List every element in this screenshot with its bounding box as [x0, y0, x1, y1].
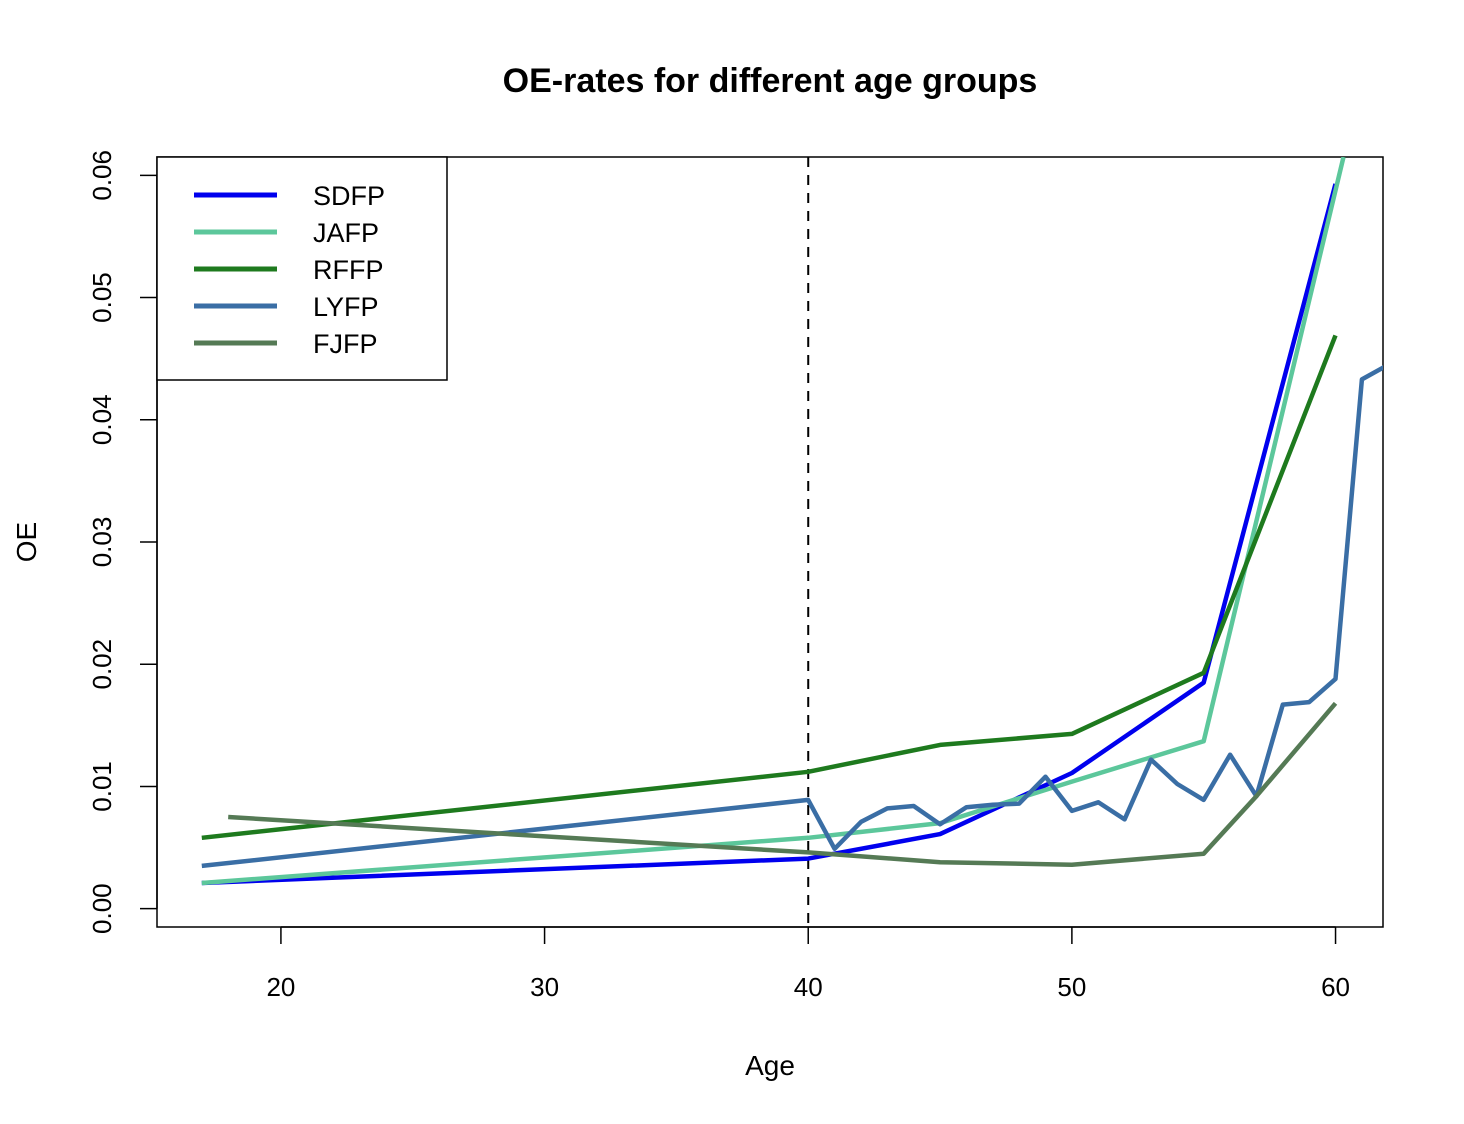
legend-label-rffp: RFFP	[313, 255, 384, 285]
series-lines	[201, 157, 1383, 886]
y-tick-label: 0.02	[87, 639, 117, 690]
y-axis-label: OE	[11, 522, 42, 562]
legend-label-jafp: JAFP	[313, 218, 379, 248]
y-tick-label: 0.04	[87, 394, 117, 445]
y-tick-label: 0.00	[87, 883, 117, 934]
legend: SDFP JAFP RFFP LYFP FJFP	[156, 156, 448, 381]
x-tick-label: 20	[266, 972, 295, 1002]
x-axis-label: Age	[745, 1050, 795, 1081]
series-line-fjfp	[228, 701, 1338, 867]
x-tick-label: 30	[530, 972, 559, 1002]
y-tick-label: 0.05	[87, 272, 117, 323]
legend-label-fjfp: FJFP	[313, 329, 378, 359]
series-line-lyfp	[201, 365, 1383, 869]
y-tick-label: 0.06	[87, 150, 117, 201]
legend-label-sdfp: SDFP	[313, 181, 385, 211]
x-tick-label: 60	[1321, 972, 1350, 1002]
series-line-rffp	[201, 334, 1338, 841]
x-tick-label: 50	[1057, 972, 1086, 1002]
y-tick-label: 0.01	[87, 761, 117, 812]
y-tick-label: 0.03	[87, 517, 117, 568]
legend-label-lyfp: LYFP	[313, 292, 379, 322]
x-axis: 20 30 40 50 60	[266, 926, 1350, 1002]
x-tick-label: 40	[794, 972, 823, 1002]
chart-title: OE-rates for different age groups	[503, 62, 1038, 100]
y-axis: 0.00 0.01 0.02 0.03 0.04 0.05 0.06	[87, 150, 158, 934]
